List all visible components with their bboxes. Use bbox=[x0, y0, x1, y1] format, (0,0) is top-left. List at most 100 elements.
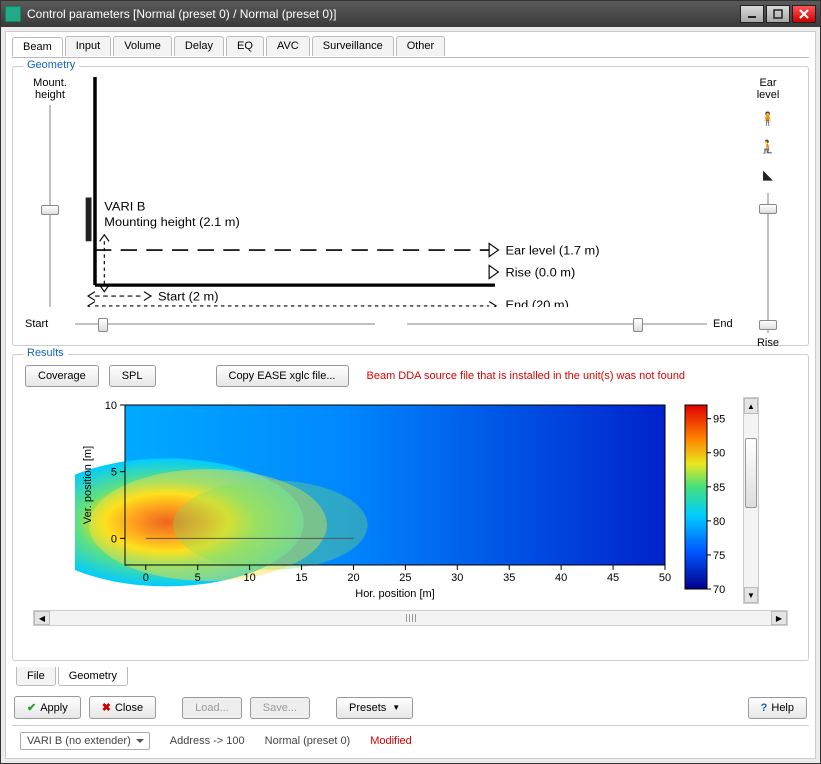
geometry-title: Geometry bbox=[23, 59, 79, 71]
svg-text:20: 20 bbox=[347, 572, 359, 584]
svg-text:90: 90 bbox=[713, 448, 725, 460]
svg-text:Ver. position [m]: Ver. position [m] bbox=[82, 446, 94, 524]
svg-text:35: 35 bbox=[503, 572, 515, 584]
tab-avc[interactable]: AVC bbox=[266, 36, 310, 56]
apply-button[interactable]: ✔ Apply bbox=[14, 696, 81, 719]
standing-icon: 🧍 bbox=[760, 111, 776, 127]
device-combo[interactable]: VARI B (no extender) bbox=[20, 732, 150, 750]
window-title: Control parameters [Normal (preset 0) / … bbox=[27, 7, 738, 21]
app-icon bbox=[5, 6, 21, 22]
status-address: Address -> 100 bbox=[170, 735, 245, 747]
svg-text:Ear level (1.7 m): Ear level (1.7 m) bbox=[505, 244, 599, 258]
close-button[interactable] bbox=[792, 5, 816, 23]
scroll-grip[interactable] bbox=[396, 613, 426, 623]
tab-input[interactable]: Input bbox=[65, 36, 111, 56]
tab-beam[interactable]: Beam bbox=[12, 37, 63, 57]
mount-height-slider[interactable] bbox=[41, 105, 59, 307]
svg-text:VARI B: VARI B bbox=[104, 200, 145, 214]
presets-button[interactable]: Presets ▼ bbox=[336, 697, 413, 719]
status-modified: Modified bbox=[370, 735, 412, 747]
scroll-up-icon[interactable]: ▲ bbox=[744, 398, 758, 414]
svg-text:50: 50 bbox=[659, 572, 671, 584]
bottom-button-row: ✔ Apply ✖Close Load... Save... Presets ▼ ?… bbox=[12, 696, 809, 719]
svg-text:40: 40 bbox=[555, 572, 567, 584]
heatmap-chart: 0 5 10 15 20 25 30 35 40 45 50 0 5 10 Hor. position [m… bbox=[75, 397, 673, 604]
svg-text:85: 85 bbox=[713, 482, 725, 494]
svg-text:Start (2 m): Start (2 m) bbox=[158, 290, 219, 304]
ear-level-slider[interactable] bbox=[759, 193, 777, 263]
apply-label: Apply bbox=[40, 702, 68, 714]
geometry-diagram: VARI B Mounting height (2.1 m) Ear level… bbox=[81, 77, 734, 307]
tab-surveillance[interactable]: Surveillance bbox=[312, 36, 394, 56]
results-toolbar: Coverage SPL Copy EASE xglc file... Beam… bbox=[25, 365, 796, 387]
scroll-right-icon[interactable]: ▶ bbox=[771, 611, 787, 625]
results-error-text: Beam DDA source file that is installed i… bbox=[367, 370, 686, 382]
help-icon: ? bbox=[761, 702, 768, 714]
bottom-tab-file[interactable]: File bbox=[16, 667, 56, 686]
scroll-down-icon[interactable]: ▼ bbox=[744, 587, 758, 603]
results-title: Results bbox=[23, 347, 68, 359]
svg-text:0: 0 bbox=[111, 533, 117, 545]
svg-text:5: 5 bbox=[195, 572, 201, 584]
scroll-left-icon[interactable]: ◀ bbox=[34, 611, 50, 625]
tab-other[interactable]: Other bbox=[396, 36, 446, 56]
svg-text:End (20 m): End (20 m) bbox=[505, 299, 568, 307]
svg-text:5: 5 bbox=[111, 467, 117, 479]
close-dialog-button[interactable]: ✖Close bbox=[89, 696, 156, 719]
results-chart-area: 0 5 10 15 20 25 30 35 40 45 50 0 5 10 Hor. position [m… bbox=[25, 393, 796, 604]
ear-rise-column: Earlevel 🧍 🧎 ◣ Rise bbox=[740, 77, 796, 307]
svg-text:25: 25 bbox=[399, 572, 411, 584]
help-label: Help bbox=[771, 702, 794, 714]
results-hscroll[interactable]: ◀ ▶ bbox=[33, 610, 788, 626]
rise-label: Rise bbox=[757, 337, 779, 349]
svg-text:75: 75 bbox=[713, 550, 725, 562]
minimize-button[interactable] bbox=[740, 5, 764, 23]
ear-level-icons: 🧍 🧎 ◣ bbox=[760, 111, 776, 183]
ear-level-label: Earlevel bbox=[757, 77, 780, 101]
geometry-pane: Geometry Mount.height VARI B Mounting he… bbox=[12, 66, 809, 346]
help-button[interactable]: ?Help bbox=[748, 697, 807, 719]
svg-text:15: 15 bbox=[295, 572, 307, 584]
copy-ease-button[interactable]: Copy EASE xglc file... bbox=[216, 365, 349, 387]
start-slider[interactable] bbox=[75, 315, 375, 333]
client-area: BeamInputVolumeDelayEQAVCSurveillanceOth… bbox=[5, 31, 816, 759]
mount-height-column: Mount.height bbox=[25, 77, 75, 307]
results-vscroll[interactable]: ▲ ▼ bbox=[743, 397, 759, 604]
end-slider[interactable] bbox=[407, 315, 707, 333]
svg-text:0: 0 bbox=[143, 572, 149, 584]
top-tabs: BeamInputVolumeDelayEQAVCSurveillanceOth… bbox=[12, 36, 809, 56]
start-end-slider-row: Start End bbox=[25, 315, 796, 333]
spl-button[interactable]: SPL bbox=[109, 365, 156, 387]
svg-text:10: 10 bbox=[243, 572, 255, 584]
rise-slider[interactable] bbox=[759, 263, 777, 333]
svg-text:10: 10 bbox=[105, 400, 117, 412]
scroll-thumb[interactable] bbox=[745, 438, 757, 508]
tab-delay[interactable]: Delay bbox=[174, 36, 224, 56]
coverage-button[interactable]: Coverage bbox=[25, 365, 99, 387]
results-pane: Results Coverage SPL Copy EASE xglc file… bbox=[12, 354, 809, 661]
save-button[interactable]: Save... bbox=[250, 697, 310, 719]
check-icon: ✔ bbox=[27, 701, 36, 714]
chevron-down-icon: ▼ bbox=[392, 703, 400, 712]
tab-eq[interactable]: EQ bbox=[226, 36, 264, 56]
low-icon: ◣ bbox=[763, 167, 773, 183]
status-preset: Normal (preset 0) bbox=[265, 735, 351, 747]
svg-text:45: 45 bbox=[607, 572, 619, 584]
presets-label: Presets bbox=[349, 702, 386, 714]
svg-text:30: 30 bbox=[451, 572, 463, 584]
colorbar: 707580859095 bbox=[683, 397, 733, 601]
svg-text:Mounting height (2.1 m): Mounting height (2.1 m) bbox=[104, 215, 239, 229]
tab-volume[interactable]: Volume bbox=[113, 36, 172, 56]
close-label: Close bbox=[115, 702, 143, 714]
mount-height-label: Mount.height bbox=[33, 77, 67, 101]
start-label: Start bbox=[25, 318, 69, 330]
svg-text:Hor. position [m]: Hor. position [m] bbox=[355, 588, 434, 600]
maximize-button[interactable] bbox=[766, 5, 790, 23]
svg-text:95: 95 bbox=[713, 414, 725, 426]
load-button[interactable]: Load... bbox=[182, 697, 242, 719]
bottom-tabs: FileGeometry bbox=[16, 667, 809, 686]
sitting-icon: 🧎 bbox=[760, 139, 776, 155]
bottom-tab-geometry[interactable]: Geometry bbox=[58, 667, 128, 686]
svg-text:70: 70 bbox=[713, 584, 725, 596]
status-bar: VARI B (no extender) Address -> 100 Norm… bbox=[12, 725, 809, 756]
